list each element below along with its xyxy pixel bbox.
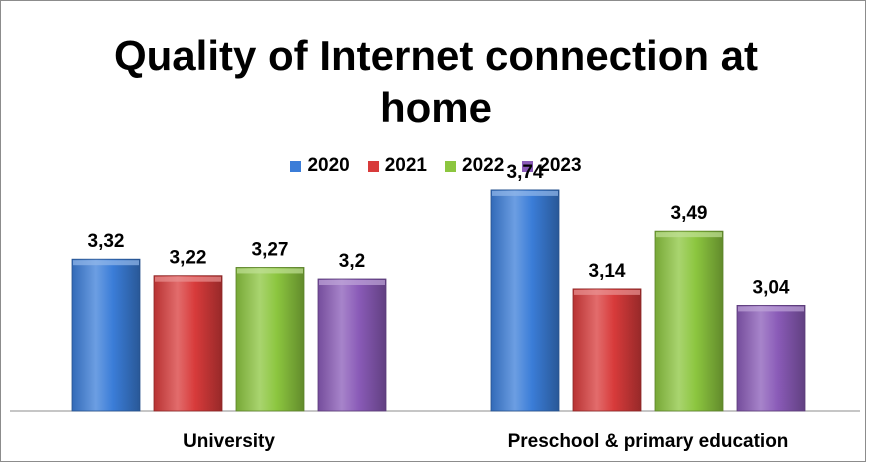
legend-label-2020: 2020: [307, 155, 350, 176]
bar-highlight-2023-0: [319, 280, 385, 285]
bar-highlight-2021-0: [155, 276, 221, 282]
legend-label-2023: 2023: [539, 155, 582, 176]
bar-2023-1: [736, 304, 806, 412]
bar-highlight-2022-0: [237, 268, 303, 274]
bar-highlight-2020-0: [73, 260, 139, 266]
legend-item-2022: 2022: [445, 155, 504, 177]
chart-title-line-2: home: [379, 84, 492, 131]
legend-swatch-2020: [290, 160, 302, 172]
bar-2022-1: [654, 230, 724, 412]
bar-2020-1: [490, 189, 560, 412]
legend-label-2022: 2022: [462, 155, 505, 176]
bar-2021-1: [572, 288, 642, 412]
chart-legend: 2020 2021 2022 2023: [0, 155, 872, 177]
chart-title: Quality of Internet connection at home: [0, 30, 872, 134]
bar-2021-0: [153, 275, 223, 412]
legend-swatch-2021: [367, 160, 379, 172]
bar-highlight-2021-1: [574, 289, 640, 295]
data-label-2022-0: 3,27: [252, 239, 289, 260]
bar-highlight-2020-1: [492, 190, 558, 196]
data-label-2021-1: 3,14: [589, 261, 626, 282]
bar-highlight-2023-1: [738, 306, 804, 312]
legend-swatch-2022: [445, 160, 456, 172]
legend-item-2020: 2020: [290, 155, 350, 177]
chart-title-line-1: Quality of Internet connection at: [113, 32, 759, 79]
legend-item-2023: 2023: [522, 155, 582, 177]
legend-swatch-2023: [522, 160, 534, 172]
data-label-2020-0: 3,32: [88, 231, 125, 252]
bar-2023-0: [317, 278, 387, 412]
category-label-1: Preschool & primary education: [508, 431, 789, 452]
data-label-2022-1: 3,49: [671, 203, 708, 224]
data-label-2023-0: 3,2: [339, 251, 365, 272]
bar-2022-0: [235, 267, 305, 412]
bar-highlight-2022-1: [656, 232, 722, 238]
legend-item-2021: 2021: [367, 155, 427, 177]
legend-label-2021: 2021: [384, 155, 427, 176]
data-label-2021-0: 3,22: [170, 248, 207, 269]
data-label-2020-1: 3,74: [507, 162, 544, 183]
category-label-0: University: [183, 431, 275, 452]
data-label-2023-1: 3,04: [753, 277, 790, 298]
bar-2020-0: [71, 258, 141, 412]
